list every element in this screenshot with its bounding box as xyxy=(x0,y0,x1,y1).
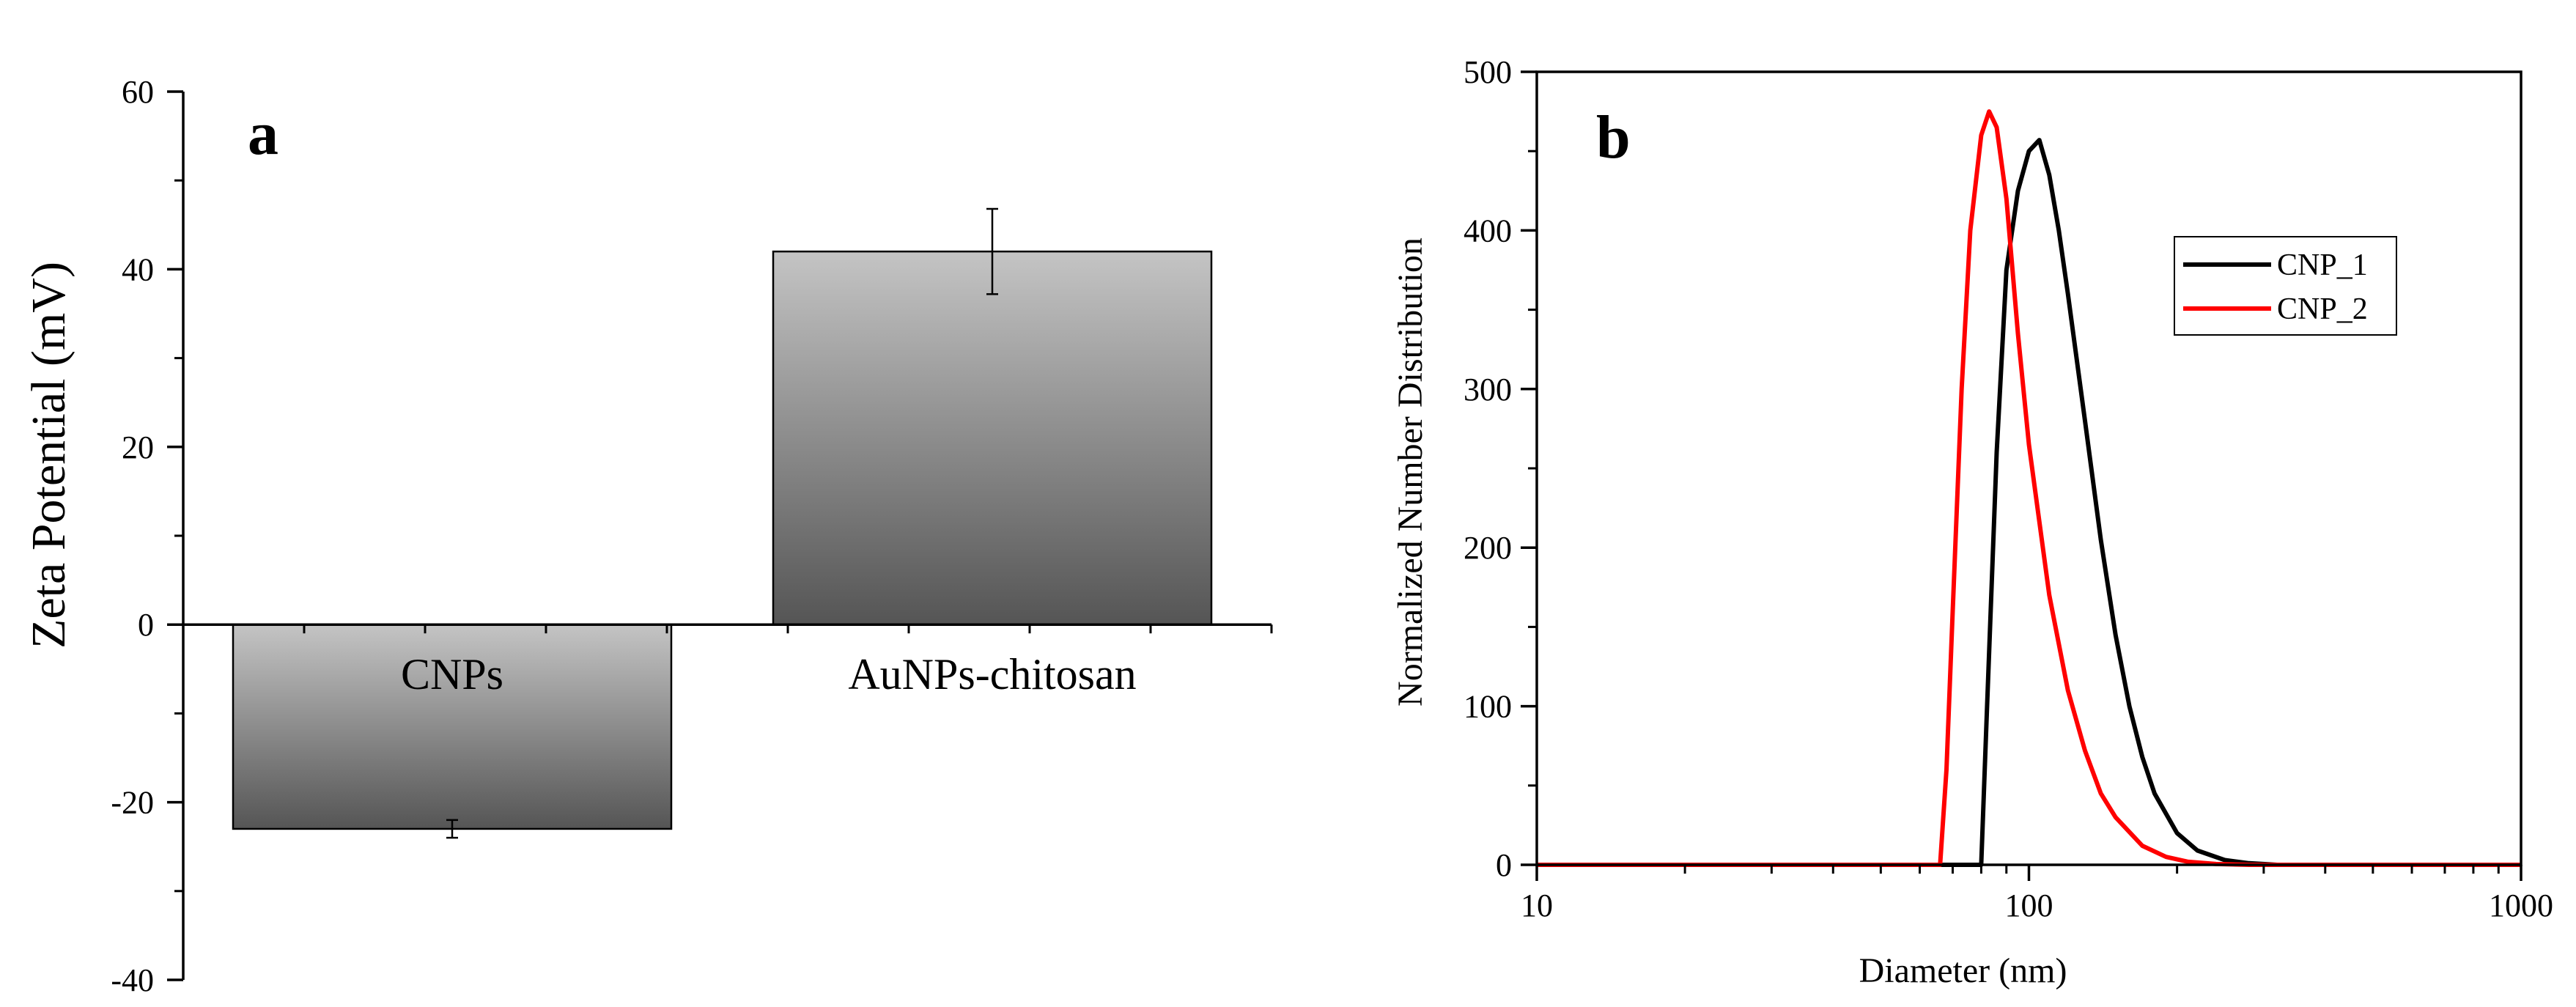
bar-cnps xyxy=(232,623,673,830)
y-tick-label: 0 xyxy=(138,607,154,643)
series-line-cnp-2 xyxy=(1537,109,2521,867)
bar-aunps-chitosan xyxy=(772,250,1213,626)
y-tick-label: 0 xyxy=(1496,847,1512,883)
legend-label: CNP_2 xyxy=(2277,292,2368,326)
y-tick-label: -40 xyxy=(111,962,154,998)
category-label: CNPs xyxy=(401,650,503,698)
panel-b-legend: CNP_1 CNP_2 xyxy=(2174,236,2397,336)
series-line-cnp-1 xyxy=(1537,138,2278,867)
y-tick-label: 20 xyxy=(122,429,154,465)
y-tick-label: 100 xyxy=(1464,689,1512,725)
y-tick-label: 200 xyxy=(1464,530,1512,566)
panel-a-letter: a xyxy=(248,100,278,168)
y-tick-label: 400 xyxy=(1464,213,1512,248)
panel-a-bar-chart: -40 -20 0 20 40 60 CNPs AuNPs-chitosan Zeta Po… xyxy=(22,74,1273,998)
legend-label: CNP_1 xyxy=(2277,248,2368,282)
y-tick-label: 40 xyxy=(122,251,154,287)
panel-b-plot-frame xyxy=(1535,70,2523,866)
category-label: AuNPs-chitosan xyxy=(848,650,1136,698)
x-tick-label: 1000 xyxy=(2489,888,2553,923)
x-tick-label: 100 xyxy=(2005,888,2053,923)
x-tick-label: 10 xyxy=(1521,888,1553,923)
y-tick-label: 300 xyxy=(1464,372,1512,407)
y-tick-label: -20 xyxy=(111,785,154,821)
legend-box xyxy=(2174,236,2397,336)
y-tick-label: 500 xyxy=(1464,54,1512,90)
panel-b-x-axis-label: Diameter (nm) xyxy=(1859,951,2067,990)
error-bar xyxy=(446,819,458,839)
panel-b-letter: b xyxy=(1596,103,1631,171)
y-tick-label: 60 xyxy=(122,74,154,110)
panel-b-y-axis-label: Normalized Number Distribution xyxy=(1391,237,1430,707)
panel-a-y-axis-label: Zeta Potential (mV) xyxy=(22,262,75,649)
error-bar xyxy=(986,207,998,295)
